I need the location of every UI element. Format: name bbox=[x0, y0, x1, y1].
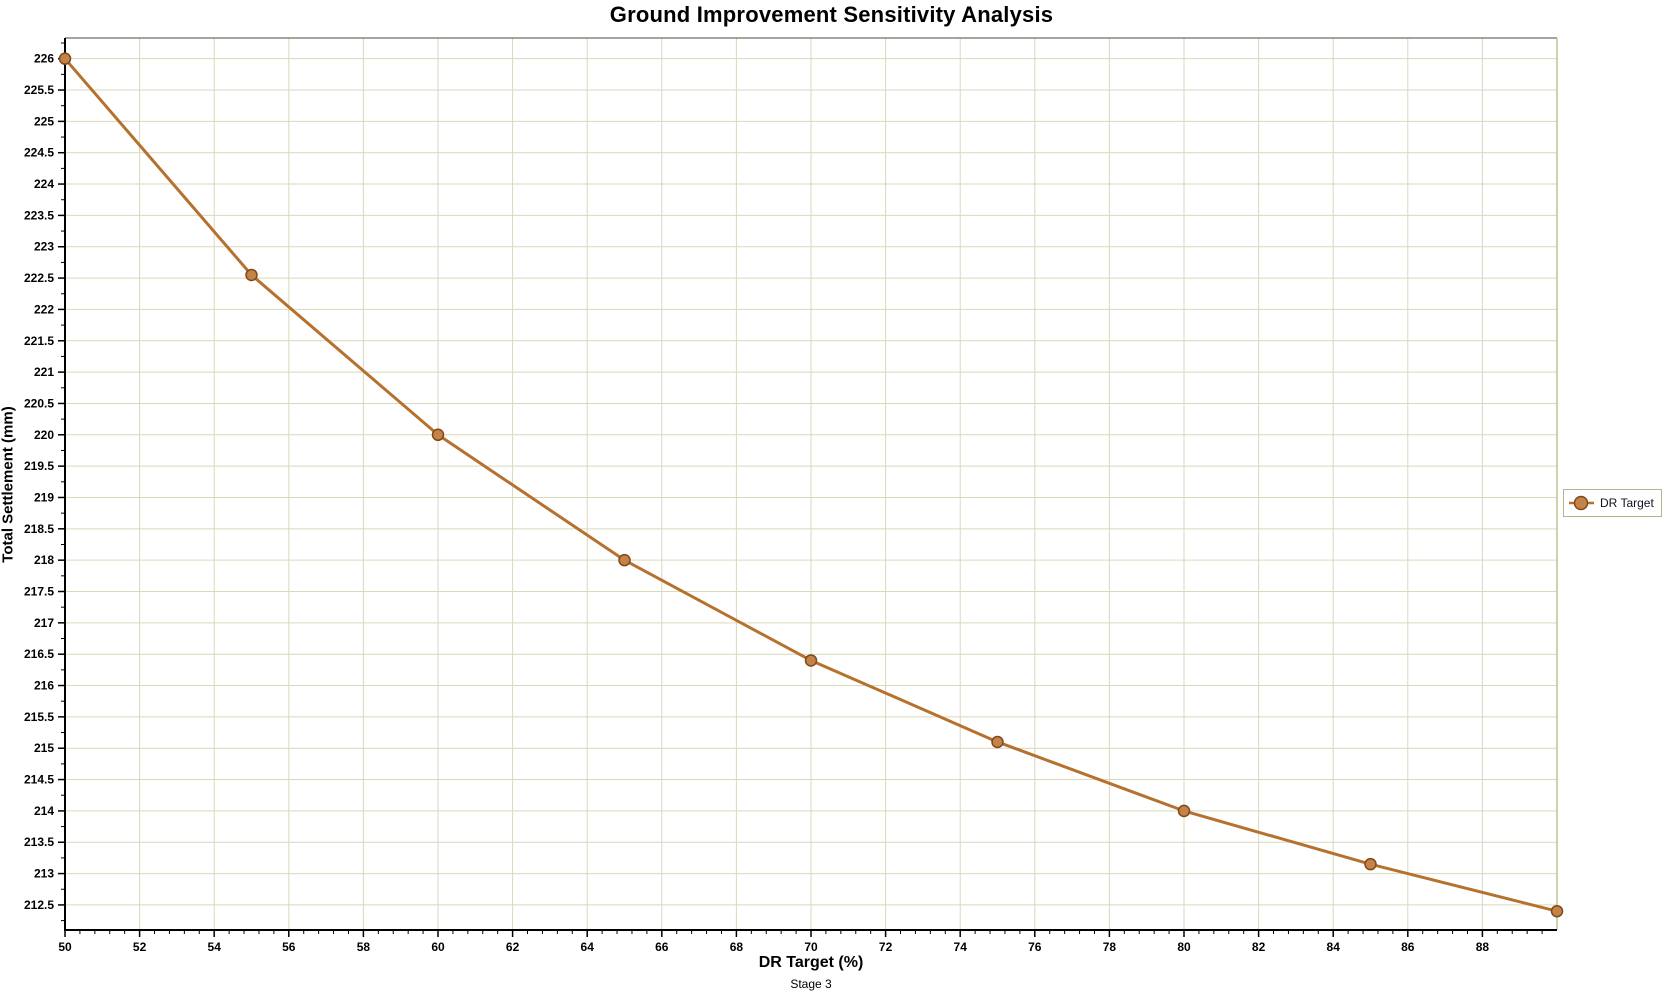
data-point[interactable] bbox=[245, 268, 258, 282]
x-tick-label: 84 bbox=[1327, 940, 1341, 954]
y-tick-label: 220.5 bbox=[24, 396, 54, 410]
data-point[interactable] bbox=[991, 735, 1004, 749]
x-tick-label: 66 bbox=[655, 940, 669, 954]
x-tick-label: 88 bbox=[1476, 940, 1490, 954]
x-tick-label: 76 bbox=[1028, 940, 1042, 954]
y-tick-label: 216.5 bbox=[24, 647, 54, 661]
x-tick-label: 86 bbox=[1401, 940, 1415, 954]
x-tick-label: 56 bbox=[282, 940, 296, 954]
y-tick-label: 212.5 bbox=[24, 898, 54, 912]
y-tick-label: 224 bbox=[34, 177, 54, 191]
y-tick-label: 213 bbox=[34, 867, 54, 881]
x-tick-label: 80 bbox=[1177, 940, 1191, 954]
y-tick-label: 220 bbox=[34, 428, 54, 442]
y-tick-label: 215.5 bbox=[24, 710, 54, 724]
x-tick-label: 68 bbox=[730, 940, 744, 954]
y-tick-label: 221 bbox=[34, 365, 54, 379]
y-tick-label: 224.5 bbox=[24, 146, 54, 160]
data-point[interactable] bbox=[1550, 904, 1564, 918]
x-tick-label: 74 bbox=[954, 940, 968, 954]
x-tick-label: 64 bbox=[581, 940, 595, 954]
data-point[interactable] bbox=[58, 52, 72, 65]
y-tick-label: 214.5 bbox=[24, 773, 54, 787]
x-tick-label: 58 bbox=[357, 940, 371, 954]
x-axis-title: DR Target (%) bbox=[758, 954, 864, 971]
x-tick-label: 50 bbox=[58, 940, 72, 954]
y-tick-label: 213.5 bbox=[24, 835, 54, 849]
x-tick-label: 72 bbox=[879, 940, 893, 954]
legend-entry-label: DR Target bbox=[1600, 496, 1654, 510]
y-tick-label: 217.5 bbox=[24, 585, 54, 599]
y-tick-label: 218.5 bbox=[24, 522, 54, 536]
y-tick-label: 225 bbox=[34, 114, 54, 128]
y-tick-label: 214 bbox=[34, 804, 54, 818]
x-axis-subtitle: Stage 3 bbox=[790, 977, 832, 991]
legend[interactable]: DR Target bbox=[1563, 489, 1662, 517]
y-tick-label: 217 bbox=[34, 616, 54, 630]
chart-title: Ground Improvement Sensitivity Analysis bbox=[609, 2, 1054, 27]
y-tick-label: 219 bbox=[34, 490, 54, 504]
y-tick-label: 226 bbox=[34, 52, 54, 66]
y-tick-label: 219.5 bbox=[24, 459, 54, 473]
x-tick-label: 54 bbox=[208, 940, 222, 954]
y-tick-label: 223 bbox=[34, 240, 54, 254]
y-tick-label: 223.5 bbox=[24, 208, 54, 222]
y-tick-label: 218 bbox=[34, 553, 54, 567]
legend-marker-icon bbox=[1569, 495, 1594, 511]
data-point[interactable] bbox=[1364, 857, 1377, 871]
x-tick-label: 82 bbox=[1252, 940, 1266, 954]
data-point[interactable] bbox=[1177, 804, 1191, 818]
x-tick-label: 78 bbox=[1103, 940, 1117, 954]
x-tick-label: 62 bbox=[506, 940, 520, 954]
y-tick-label: 215 bbox=[34, 741, 54, 755]
y-tick-label: 222 bbox=[34, 302, 54, 316]
x-tick-label: 52 bbox=[133, 940, 147, 954]
data-point[interactable] bbox=[618, 553, 631, 567]
y-tick-label: 225.5 bbox=[24, 83, 54, 97]
y-tick-label: 216 bbox=[34, 679, 54, 693]
data-point[interactable] bbox=[431, 428, 445, 442]
y-tick-label: 222.5 bbox=[24, 271, 54, 285]
x-tick-label: 60 bbox=[431, 940, 445, 954]
data-point[interactable] bbox=[804, 654, 818, 667]
x-tick-label: 70 bbox=[804, 940, 818, 954]
y-tick-label: 221.5 bbox=[24, 334, 54, 348]
